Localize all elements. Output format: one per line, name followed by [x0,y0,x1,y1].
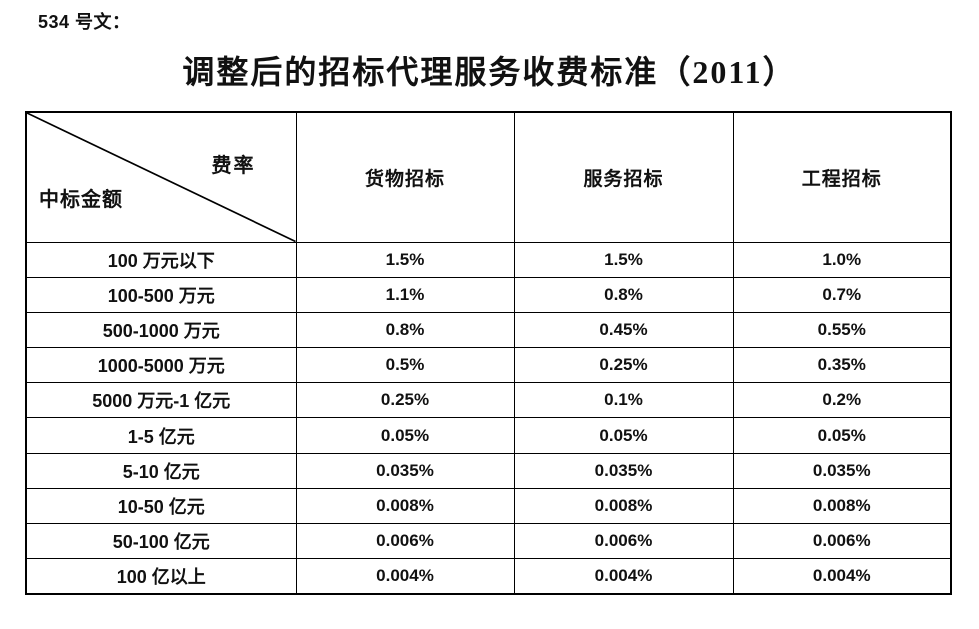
corner-label-amount: 中标金额 [39,189,123,211]
diagonal-corner-cell: 费率 中标金额 [25,111,297,243]
rate-cell: 0.35% [732,347,952,384]
table-row: 10-50 亿元 0.008% 0.008% 0.008% [25,487,952,525]
table-row: 500-1000 万元 0.8% 0.45% 0.55% [25,311,952,349]
page-title: 调整后的招标代理服务收费标准（2011） [182,54,797,90]
table-header-row: 费率 中标金额 货物招标 服务招标 工程招标 [25,111,952,243]
rate-cell: 1.1% [295,276,515,313]
rate-cell: 0.035% [295,452,515,489]
row-label: 100 万元以下 [25,241,297,278]
rate-cell: 0.1% [513,382,734,419]
rate-cell: 0.004% [513,558,734,595]
rate-cell: 0.55% [732,311,952,349]
rate-cell: 0.05% [513,417,734,454]
rate-cell: 0.05% [295,417,515,454]
table-row: 1-5 亿元 0.05% 0.05% 0.05% [25,417,952,454]
rate-cell: 0.8% [295,311,515,349]
table-row: 5000 万元-1 亿元 0.25% 0.1% 0.2% [25,382,952,419]
rate-cell: 0.006% [295,522,515,560]
table-row: 50-100 亿元 0.006% 0.006% 0.006% [25,522,952,560]
rate-cell: 0.25% [295,382,515,419]
row-label: 1-5 亿元 [25,417,297,454]
document-number-label: 534 号文： [38,12,131,32]
table-row: 100 万元以下 1.5% 1.5% 1.0% [25,241,952,278]
rate-cell: 1.5% [513,241,734,278]
corner-label-rate: 费率 [211,155,256,177]
rate-cell: 0.035% [513,452,734,489]
rate-cell: 0.25% [513,347,734,384]
rate-cell: 1.5% [295,241,515,278]
rate-cell: 0.035% [732,452,952,489]
rate-cell: 0.004% [732,558,952,595]
rate-cell: 0.45% [513,311,734,349]
row-label: 10-50 亿元 [25,487,297,525]
column-header-services: 服务招标 [513,111,734,243]
rate-cell: 1.0% [732,241,952,278]
rate-cell: 0.008% [732,487,952,525]
table-row: 1000-5000 万元 0.5% 0.25% 0.35% [25,347,952,384]
rate-cell: 0.2% [732,382,952,419]
row-label: 100-500 万元 [25,276,297,313]
fee-rate-table: 费率 中标金额 货物招标 服务招标 工程招标 100 万元以下 1.5% 1.5… [25,111,952,595]
column-header-engineering: 工程招标 [732,111,952,243]
rate-cell: 0.006% [732,522,952,560]
column-header-goods: 货物招标 [295,111,515,243]
table-row: 100-500 万元 1.1% 0.8% 0.7% [25,276,952,313]
rate-cell: 0.5% [295,347,515,384]
rate-cell: 0.008% [295,487,515,525]
rate-cell: 0.004% [295,558,515,595]
table-row: 5-10 亿元 0.035% 0.035% 0.035% [25,452,952,489]
rate-cell: 0.006% [513,522,734,560]
rate-cell: 0.8% [513,276,734,313]
diagonal-line [27,113,296,242]
rate-cell: 0.7% [732,276,952,313]
rate-cell: 0.008% [513,487,734,525]
table-row: 100 亿以上 0.004% 0.004% 0.004% [25,558,952,595]
rate-cell: 0.05% [732,417,952,454]
row-label: 1000-5000 万元 [25,347,297,384]
row-label: 500-1000 万元 [25,311,297,349]
row-label: 50-100 亿元 [25,522,297,560]
row-label: 5000 万元-1 亿元 [25,382,297,419]
row-label: 100 亿以上 [25,558,297,595]
row-label: 5-10 亿元 [25,452,297,489]
